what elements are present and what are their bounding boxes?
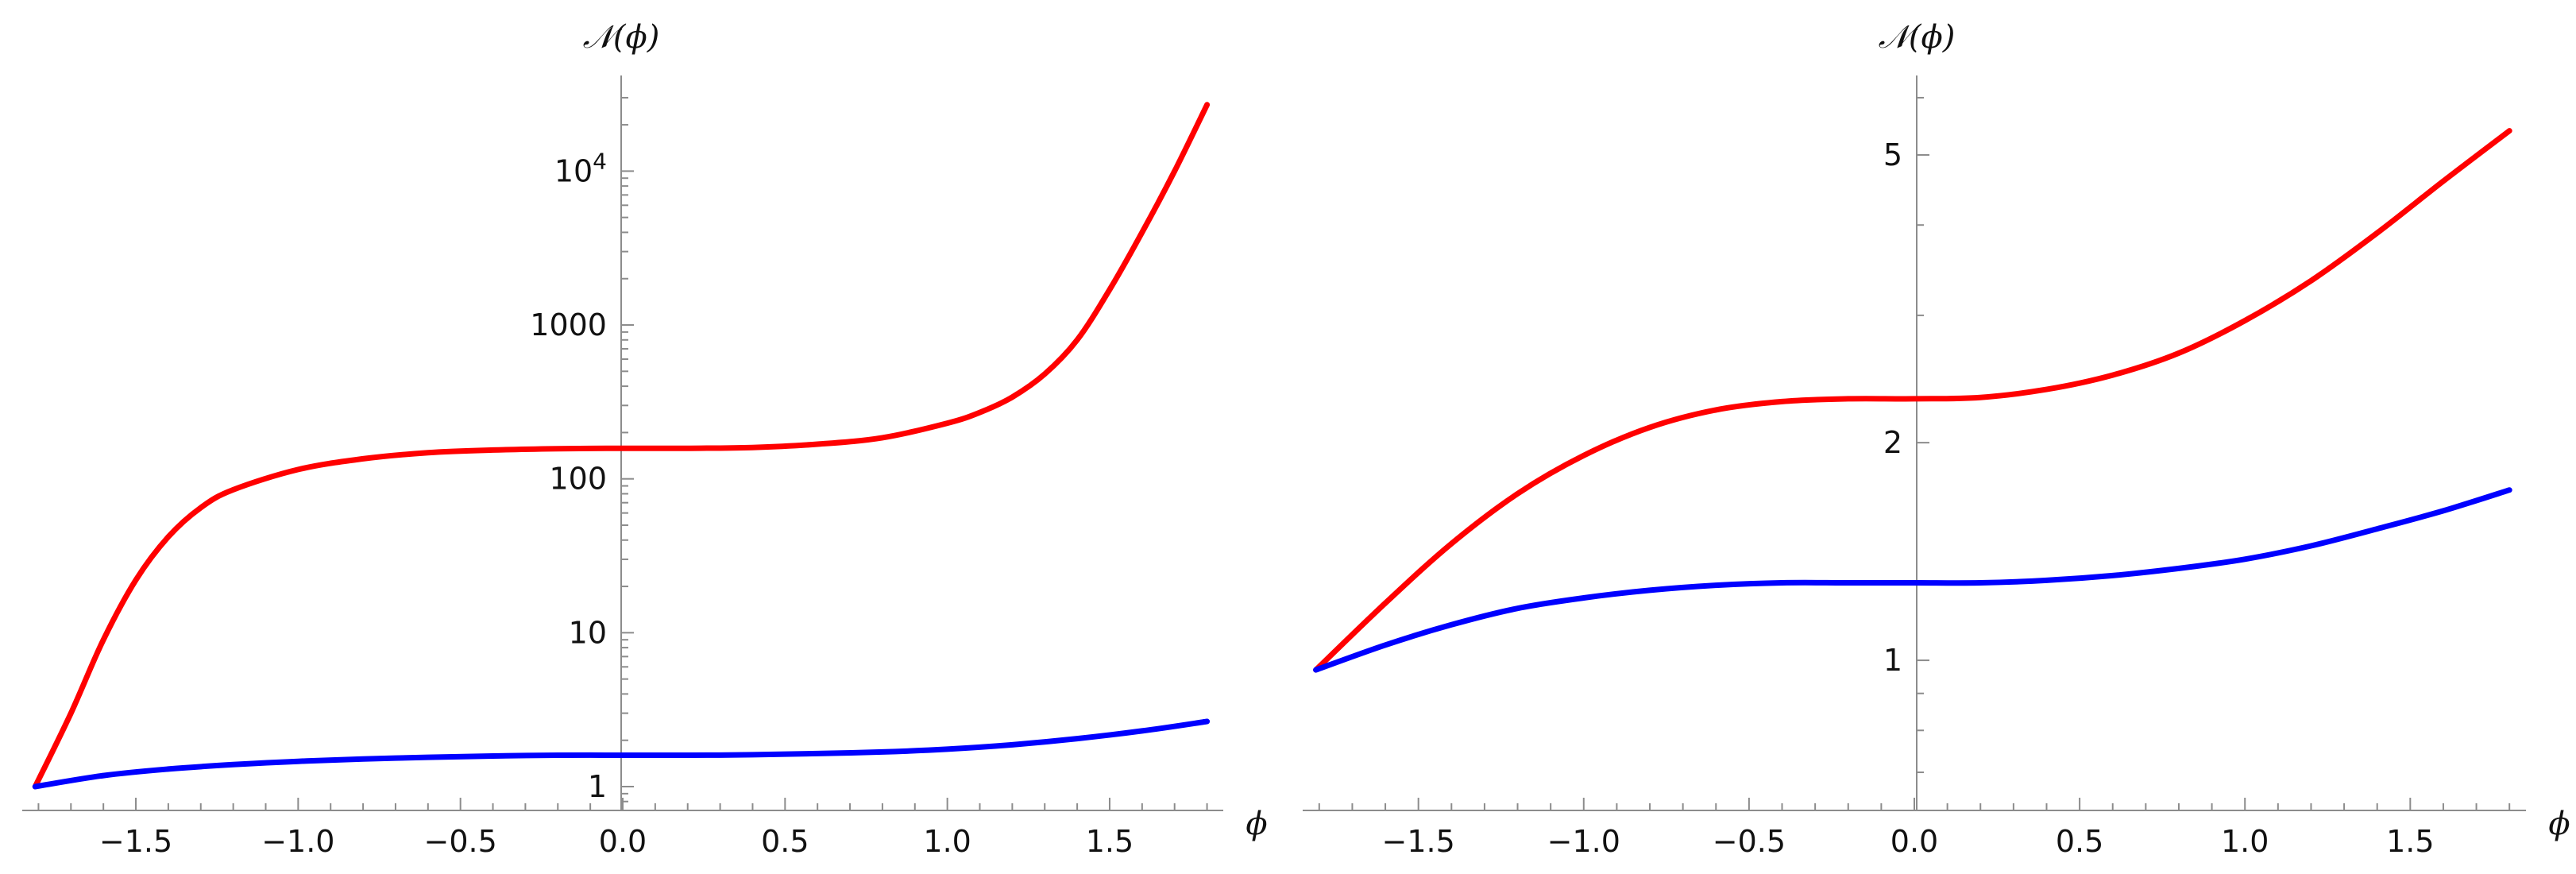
chart-panel-1: −1.5 −1.0 −0.5 0.0 0.5 1.0 1.5 1 10 100 1000 104 ϕ 𝒩(… bbox=[22, 19, 1268, 859]
y-tick-label: 1 bbox=[1883, 643, 1902, 678]
series-line-1 bbox=[32, 102, 1211, 790]
x-tick-label: 0.5 bbox=[2056, 824, 2103, 859]
y-axis-title: 𝒩(ϕ) bbox=[583, 19, 660, 56]
y-tick-label: 104 bbox=[554, 148, 607, 188]
x-tick-label: 1.0 bbox=[2221, 824, 2269, 859]
x-tick-label: −1.0 bbox=[261, 824, 334, 859]
x-tick-label: 0.0 bbox=[599, 824, 647, 859]
y-tick-label: 1 bbox=[588, 769, 607, 804]
series-line-1 bbox=[1313, 128, 2512, 673]
x-tick-label: 1.0 bbox=[923, 824, 971, 859]
y-tick-label: 10 bbox=[569, 615, 607, 650]
x-tick-label: −0.5 bbox=[1713, 824, 1786, 859]
x-tick-label: 1.5 bbox=[1086, 824, 1134, 859]
y-tick-label: 2 bbox=[1883, 425, 1902, 460]
y-tick-label: 100 bbox=[549, 462, 607, 497]
x-tick-label: −1.5 bbox=[99, 824, 172, 859]
chart-panel-2: −1.5 −1.0 −0.5 0.0 0.5 1.0 1.5 1 2 5 ϕ 𝒩(ϕ) bbox=[1303, 19, 2570, 859]
y-tick-label: 1000 bbox=[530, 307, 607, 342]
x-tick-label: 0.0 bbox=[1890, 824, 1938, 859]
x-tick-label: 1.5 bbox=[2386, 824, 2434, 859]
series-line-2 bbox=[1313, 487, 2512, 673]
x-tick-label: −1.0 bbox=[1547, 824, 1620, 859]
y-tick-label: 5 bbox=[1883, 137, 1902, 172]
x-tick-label: −0.5 bbox=[424, 824, 497, 859]
series-line-2 bbox=[32, 718, 1211, 790]
x-tick-label: 0.5 bbox=[761, 824, 809, 859]
x-axis-title: ϕ bbox=[1246, 806, 1267, 842]
y-axis-title: 𝒩(ϕ) bbox=[1879, 19, 1956, 56]
x-tick-label: −1.5 bbox=[1382, 824, 1455, 859]
x-axis-title: ϕ bbox=[2548, 806, 2570, 842]
